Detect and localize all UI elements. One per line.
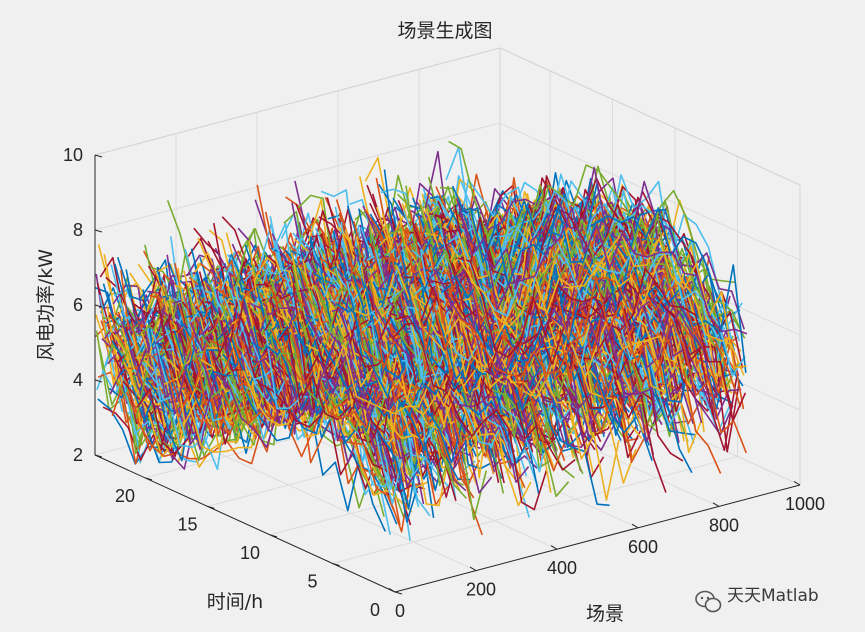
x-tick-label: 200 bbox=[466, 580, 496, 600]
gridline-y-floor bbox=[332, 455, 738, 564]
y-tick bbox=[207, 505, 215, 509]
z-tick-label: 4 bbox=[73, 370, 83, 390]
gridline-z-right bbox=[499, 122, 801, 261]
scenario-line bbox=[456, 231, 746, 377]
scenario-line bbox=[319, 327, 609, 441]
scenario-line bbox=[403, 292, 693, 474]
z-tick bbox=[94, 304, 103, 308]
y-axis-label: 时间/h bbox=[207, 591, 263, 613]
z-tick bbox=[94, 229, 103, 233]
z-tick-label: 6 bbox=[73, 295, 83, 315]
axes bbox=[94, 154, 801, 595]
scenario-line bbox=[458, 232, 747, 369]
x-tick-label: 0 bbox=[395, 601, 405, 621]
y-tick bbox=[144, 477, 153, 481]
y-tick-label: 20 bbox=[115, 486, 135, 506]
z-tick bbox=[94, 379, 103, 383]
x-tick bbox=[712, 502, 720, 507]
z-tick-label: 8 bbox=[73, 220, 83, 240]
scenario-line bbox=[448, 256, 738, 452]
y-tick bbox=[269, 534, 278, 538]
scenario-line bbox=[417, 238, 707, 406]
y-tick-label: 5 bbox=[307, 571, 317, 591]
scenario-line bbox=[457, 257, 747, 422]
x-axis-line bbox=[394, 484, 801, 593]
watermark-text: 天天Matlab bbox=[727, 586, 819, 606]
box-edge bbox=[499, 47, 801, 186]
y-tick bbox=[332, 562, 340, 566]
box-edge bbox=[94, 47, 501, 156]
wechat-icon bbox=[695, 590, 722, 613]
chart-title: 场景生成图 bbox=[397, 20, 492, 42]
x-tick-label: 1000 bbox=[785, 494, 825, 514]
y-axis-line bbox=[94, 454, 396, 593]
scenario-line bbox=[458, 204, 747, 373]
x-tick bbox=[793, 480, 801, 486]
y-tick-label: 15 bbox=[177, 514, 197, 534]
scenario-line bbox=[451, 281, 741, 453]
z-tick bbox=[94, 454, 103, 458]
x-tick bbox=[388, 587, 396, 593]
y-tick-label: 10 bbox=[240, 543, 260, 563]
tick-labels: 0 200 400 600 800 1000 0 5 10 15 20 2 4 6 8 10 bbox=[63, 145, 825, 621]
x-tick-label: 800 bbox=[709, 515, 739, 535]
y-tick bbox=[394, 591, 403, 595]
x-tick-label: 600 bbox=[628, 537, 658, 557]
x-tick-label: 400 bbox=[547, 558, 577, 578]
x-tick bbox=[469, 566, 477, 572]
scenario-line bbox=[458, 275, 747, 454]
z-tick-label: 10 bbox=[63, 145, 83, 165]
x-tick bbox=[631, 523, 639, 529]
scenario-line bbox=[454, 190, 743, 338]
scenario-line bbox=[455, 257, 745, 410]
scenario-line bbox=[456, 207, 746, 339]
z-tick-label: 2 bbox=[73, 445, 83, 465]
watermark: 天天Matlab bbox=[695, 586, 819, 613]
x-axis-label: 场景 bbox=[586, 603, 624, 625]
gridline-y-floor bbox=[269, 427, 676, 536]
y-tick-label: 0 bbox=[370, 600, 380, 620]
x-tick bbox=[550, 545, 558, 550]
scenario-line bbox=[432, 302, 722, 474]
scenario-line bbox=[458, 207, 748, 335]
gridline-z-left bbox=[94, 122, 501, 231]
z-axis-label: 风电功率/kW bbox=[35, 249, 57, 361]
z-tick bbox=[94, 154, 103, 158]
scenario-lines bbox=[94, 140, 748, 541]
